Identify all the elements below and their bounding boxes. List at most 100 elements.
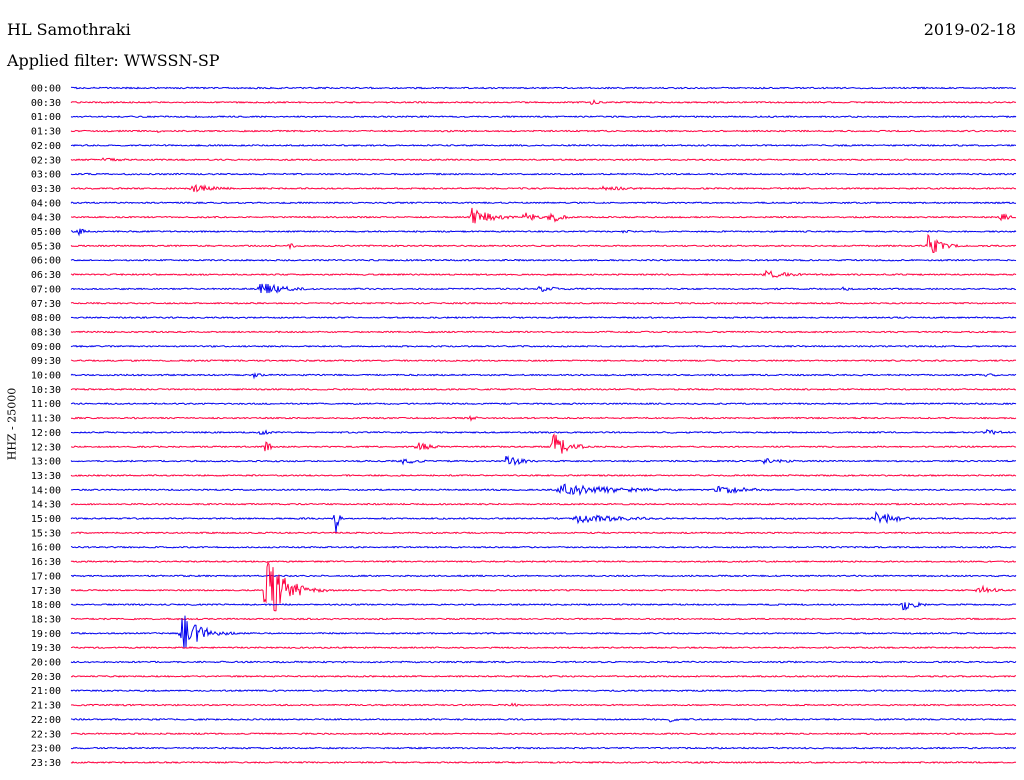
time-tick-label: 12:00 xyxy=(31,428,61,439)
trace-row-0930 xyxy=(70,359,1017,363)
trace-row-0000 xyxy=(70,86,1017,90)
trace-row-1930 xyxy=(70,646,1016,650)
time-tick-label: 03:30 xyxy=(31,184,61,195)
time-tick-label: 22:00 xyxy=(31,715,61,726)
time-tick-label: 20:30 xyxy=(31,672,61,683)
trace-row-0130 xyxy=(70,129,1017,134)
time-tick-label: 01:00 xyxy=(31,112,61,123)
trace-row-0030 xyxy=(70,98,1017,105)
trace-row-0400 xyxy=(70,201,1017,205)
time-tick-label: 10:30 xyxy=(31,385,61,396)
time-tick-label: 03:00 xyxy=(31,170,61,181)
trace-row-2230 xyxy=(70,732,1017,736)
trace-row-0830 xyxy=(70,330,1017,334)
time-tick-label: 10:00 xyxy=(31,371,61,382)
trace-row-0300 xyxy=(70,172,1017,176)
time-tick-label: 12:30 xyxy=(31,442,61,453)
trace-row-2100 xyxy=(70,689,1017,693)
trace-row-0600 xyxy=(70,258,1017,262)
time-tick-label: 19:30 xyxy=(31,643,61,654)
trace-row-1900 xyxy=(70,615,1017,649)
trace-row-1430 xyxy=(70,502,1017,506)
time-tick-label: 15:30 xyxy=(31,528,61,539)
time-tick-label: 20:00 xyxy=(31,658,61,669)
time-tick-label: 14:00 xyxy=(31,485,61,496)
trace-row-2300 xyxy=(70,746,1017,750)
time-tick-label: 05:30 xyxy=(31,241,61,252)
time-tick-label: 23:30 xyxy=(31,758,61,769)
time-tick-label: 23:00 xyxy=(31,744,61,755)
time-tick-label: 18:30 xyxy=(31,614,61,625)
trace-row-1830 xyxy=(70,617,1017,621)
time-tick-label: 02:00 xyxy=(31,141,61,152)
trace-row-2000 xyxy=(70,660,1017,664)
time-tick-label: 16:30 xyxy=(31,557,61,568)
trace-row-1130 xyxy=(70,415,1017,422)
trace-row-1200 xyxy=(71,429,1017,436)
time-tick-label: 07:00 xyxy=(31,284,61,295)
trace-row-0430 xyxy=(70,207,1017,224)
trace-row-1000 xyxy=(70,372,1017,380)
time-tick-label: 16:00 xyxy=(31,543,61,554)
trace-row-0900 xyxy=(70,344,1017,348)
time-tick-label: 08:30 xyxy=(31,327,61,338)
time-tick-label: 02:30 xyxy=(31,155,61,166)
time-tick-label: 18:00 xyxy=(31,600,61,611)
time-tick-label: 17:30 xyxy=(31,586,61,597)
trace-row-1030 xyxy=(70,387,1017,391)
time-tick-label: 19:00 xyxy=(31,629,61,640)
trace-row-1300 xyxy=(70,455,1016,466)
time-tick-labels: 00:00 00:30 01:00 01:30 02:00 02:30 03:00 03:30… xyxy=(31,84,61,769)
time-tick-label: 22:30 xyxy=(31,729,61,740)
trace-row-0330 xyxy=(70,183,1017,193)
trace-row-0200 xyxy=(70,143,1017,147)
time-tick-label: 00:00 xyxy=(31,84,61,95)
time-tick-label: 09:30 xyxy=(31,356,61,367)
trace-row-2200 xyxy=(70,717,1017,723)
time-tick-label: 15:00 xyxy=(31,514,61,525)
time-tick-label: 11:00 xyxy=(31,399,61,410)
trace-row-1700 xyxy=(70,574,1017,578)
trace-row-2030 xyxy=(70,674,1016,678)
station-name: HL Samothraki xyxy=(7,20,131,39)
time-tick-label: 13:30 xyxy=(31,471,61,482)
trace-row-1330 xyxy=(70,474,1017,477)
time-tick-label: 14:30 xyxy=(31,500,61,511)
time-tick-label: 21:30 xyxy=(31,701,61,712)
trace-row-0730 xyxy=(70,301,1016,305)
trace-row-0700 xyxy=(70,283,1017,294)
trace-row-0800 xyxy=(70,316,1017,320)
trace-row-1600 xyxy=(70,545,1017,549)
trace-row-0100 xyxy=(70,115,1017,119)
time-tick-label: 01:30 xyxy=(31,127,61,138)
trace-row-1400 xyxy=(70,483,1017,497)
trace-row-1630 xyxy=(70,560,1017,563)
time-tick-label: 11:30 xyxy=(31,414,61,425)
time-tick-label: 04:00 xyxy=(31,198,61,209)
trace-row-0500 xyxy=(70,228,1017,237)
trace-row-1230 xyxy=(70,432,1017,454)
time-tick-label: 08:00 xyxy=(31,313,61,324)
trace-row-1530 xyxy=(70,531,1017,535)
trace-row-1100 xyxy=(70,402,1017,406)
time-tick-label: 21:00 xyxy=(31,686,61,697)
time-tick-label: 13:00 xyxy=(31,457,61,468)
time-tick-label: 07:30 xyxy=(31,299,61,310)
trace-row-1800 xyxy=(70,601,1017,611)
time-tick-label: 06:00 xyxy=(31,256,61,267)
trace-row-0530 xyxy=(70,233,1017,254)
seismic-traces xyxy=(70,86,1017,764)
trace-row-1730 xyxy=(70,561,1017,612)
time-tick-label: 09:00 xyxy=(31,342,61,353)
trace-row-2130 xyxy=(70,702,1017,707)
record-date: 2019-02-18 xyxy=(923,20,1016,39)
time-tick-label: 17:00 xyxy=(31,571,61,582)
trace-row-1500 xyxy=(70,510,1017,533)
time-tick-label: 00:30 xyxy=(31,98,61,109)
trace-row-2330 xyxy=(70,761,1017,764)
trace-row-0630 xyxy=(70,269,1017,279)
time-tick-label: 04:30 xyxy=(31,213,61,224)
filter-label: Applied filter: WWSSN-SP xyxy=(7,51,220,70)
time-tick-label: 05:00 xyxy=(31,227,61,238)
